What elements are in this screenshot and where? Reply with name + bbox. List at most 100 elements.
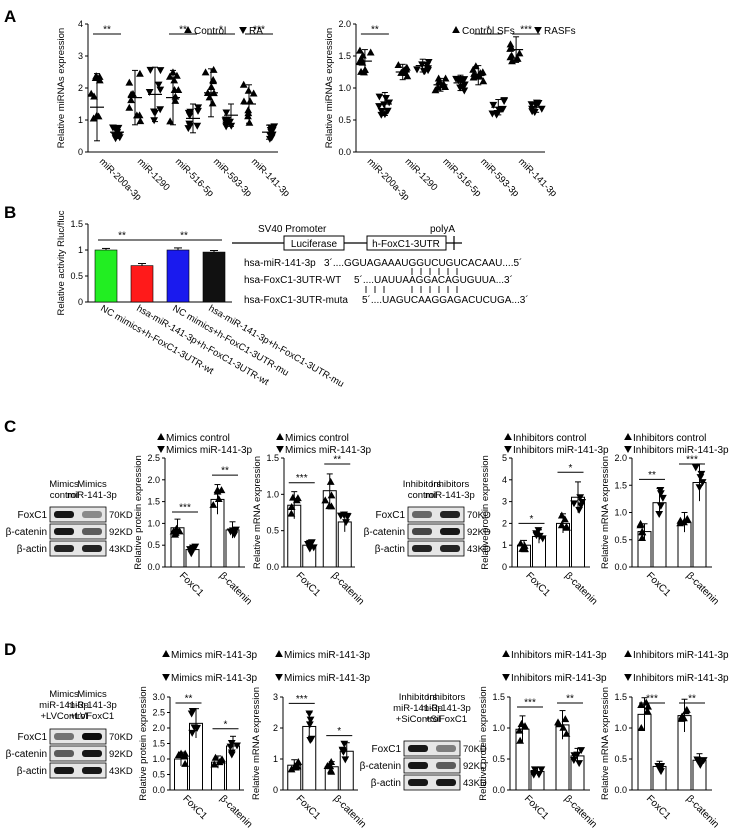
data-point	[516, 736, 525, 744]
significance-label: *	[486, 25, 490, 36]
x-tick-label: miR-593-3p	[478, 156, 521, 199]
data-point	[441, 74, 450, 82]
x-tick-label: FoxC1	[294, 793, 323, 822]
data-point	[181, 759, 189, 767]
data-point	[169, 527, 178, 535]
data-point	[534, 527, 543, 535]
promoter-label: SV40 Promoter	[258, 224, 327, 235]
data-point	[292, 496, 301, 504]
legend-label: Inhibitors miR-141-3p	[511, 650, 607, 661]
legend-label: RASFs	[544, 26, 576, 37]
y-tick-label: 1.5	[70, 219, 83, 229]
blot-band	[412, 528, 432, 535]
data-point	[342, 519, 350, 527]
seq-label: hsa-FoxC1-3UTR-WT	[244, 275, 341, 286]
blot-strip	[49, 506, 107, 523]
y-axis-label: Relative mRNA expression	[252, 456, 263, 569]
blot-band	[82, 767, 102, 774]
data-point	[184, 109, 193, 117]
data-point	[535, 532, 544, 540]
y-tick-label: 1.0	[338, 83, 351, 93]
legend-label: Control SFs	[462, 26, 515, 37]
lane-header-line: miR-141-3p	[39, 700, 89, 711]
data-point	[340, 740, 349, 748]
data-point	[194, 104, 203, 112]
lane-header-line: Mimics	[77, 689, 107, 700]
x-tick-label: β-catenin	[684, 570, 721, 607]
data-point	[209, 65, 218, 73]
y-tick-label: 2	[78, 83, 83, 93]
bar	[130, 265, 154, 303]
y-tick-label: 1.5	[152, 739, 165, 749]
data-point	[624, 674, 632, 682]
data-point	[150, 117, 159, 125]
data-point	[125, 78, 134, 86]
data-point	[557, 521, 566, 529]
data-point	[385, 99, 394, 107]
molecular-weight-label: 70KD	[109, 732, 133, 743]
construct-diagram: SV40 Promoter polyA Luciferase h-FoxC1-3…	[232, 224, 529, 306]
lane-header: Mimics control	[49, 479, 79, 501]
y-tick-label: 1.5	[614, 692, 627, 702]
data-point	[222, 123, 231, 131]
y-axis-label: Relative activity Rluc/fluc	[56, 210, 67, 315]
significance-label: **	[103, 25, 111, 36]
significance-label: **	[180, 231, 188, 242]
y-tick-label: 2.0	[614, 453, 627, 463]
data-point	[275, 649, 283, 657]
molecular-weight-label: 43KD	[467, 544, 491, 555]
data-point	[193, 122, 202, 130]
lane-header-line: Mimics	[49, 479, 79, 490]
data-point	[174, 86, 183, 94]
bar	[166, 249, 190, 303]
data-point	[656, 487, 665, 495]
data-point	[222, 109, 231, 117]
blot-row-label: β-actin	[17, 766, 47, 777]
polya-label: polyA	[430, 224, 455, 235]
legend-label: Mimics miR-141-3p	[284, 650, 371, 661]
significance-label: ***	[686, 455, 698, 466]
blot-band	[440, 545, 460, 552]
y-tick-label: 4	[502, 475, 507, 485]
significance-label: ***	[646, 694, 658, 705]
luciferase-label: Luciferase	[291, 239, 338, 250]
data-point	[323, 762, 332, 770]
data-point	[557, 511, 566, 519]
blot-band	[54, 511, 74, 518]
molecular-weight-label: 92KD	[109, 749, 133, 760]
data-point	[624, 649, 632, 657]
data-point	[515, 49, 524, 57]
blot-band	[54, 545, 74, 552]
y-tick-label: 0.0	[492, 785, 505, 795]
chart-c3: 0 1 2 3 4 5 Relative protein expression FoxC1 * β…	[480, 432, 609, 607]
data-point	[694, 757, 702, 765]
blot-strip	[403, 740, 461, 757]
blot-strip	[49, 762, 107, 779]
foxc1-utr-label: h-FoxC1-3UTR	[372, 239, 440, 250]
y-tick-label: 2.0	[147, 475, 160, 485]
data-point	[327, 491, 336, 499]
blot-band	[82, 511, 102, 518]
legend-label: Inhibitors miR-141-3p	[511, 673, 607, 684]
data-point	[209, 75, 218, 83]
y-tick-label: 1	[78, 245, 83, 255]
data-point	[162, 649, 170, 657]
data-point	[636, 519, 645, 527]
data-point	[532, 99, 541, 107]
y-tick-label: 1.0	[614, 508, 627, 518]
data-point	[698, 479, 707, 487]
x-tick-label: FoxC1	[522, 793, 551, 822]
x-tick-label: β-catenin	[684, 793, 721, 829]
y-axis-label: Relative protein expression	[138, 686, 149, 801]
molecular-weight-label: 92KD	[463, 761, 487, 772]
x-tick-label: β-catenin	[331, 793, 368, 829]
lane-header: Inhibitors miR-141-3p +SiFoxC1	[421, 692, 471, 725]
lane-header-line: +SiControl	[396, 714, 441, 725]
blot-row-label: FoxC1	[18, 510, 48, 521]
significance-label: **	[179, 25, 187, 36]
legend-label: Mimics control	[285, 433, 349, 444]
legend-label: Mimics miR-141-3p	[284, 673, 371, 684]
